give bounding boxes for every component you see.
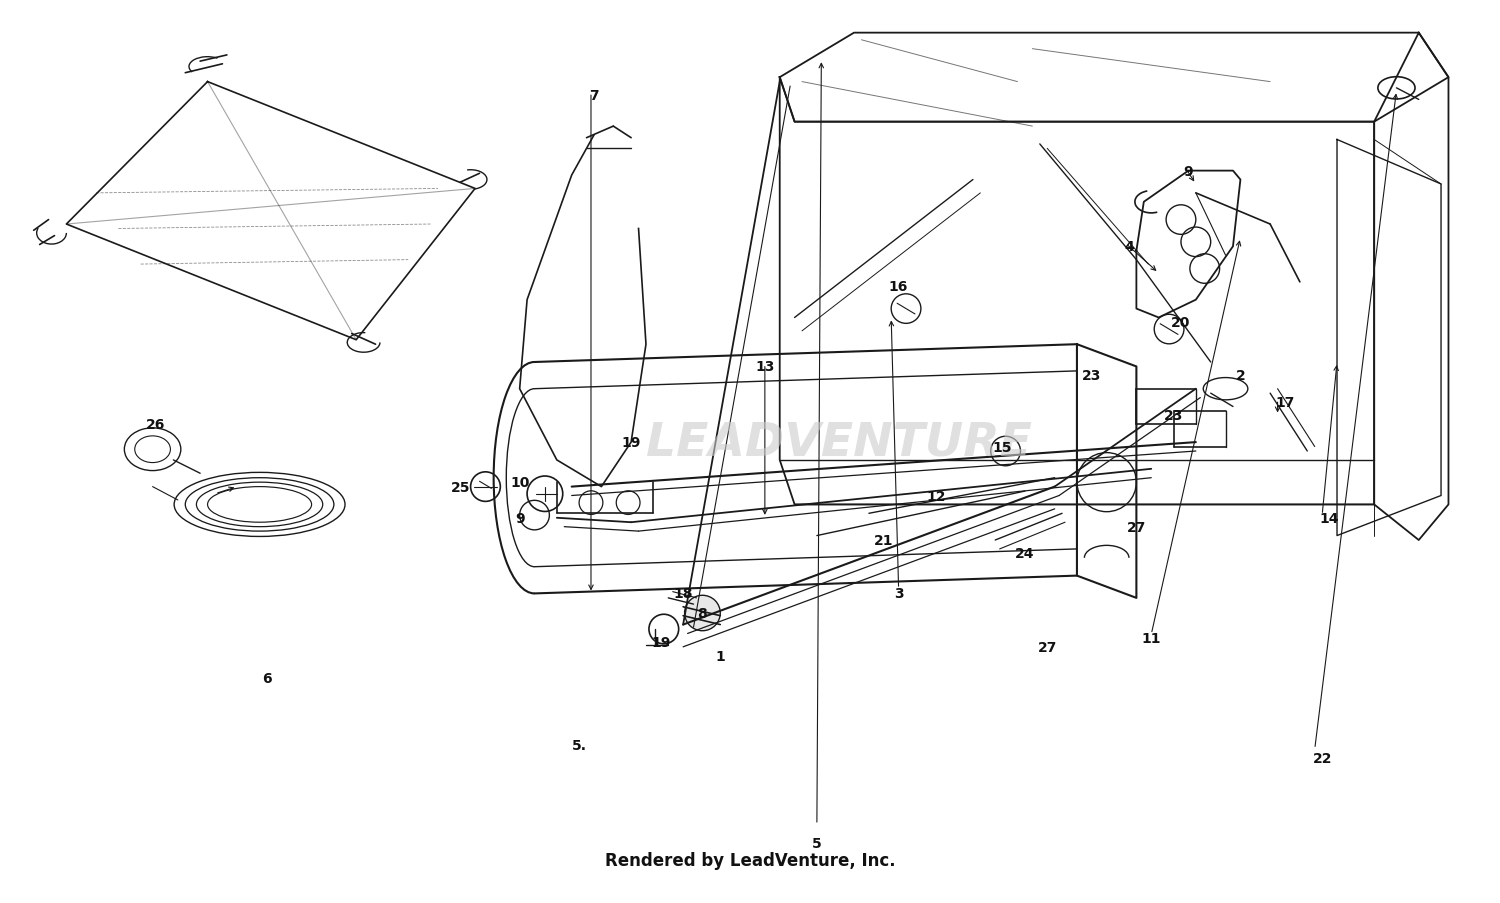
Text: 24: 24 xyxy=(1016,546,1035,561)
Text: 5: 5 xyxy=(812,835,822,850)
Text: 27: 27 xyxy=(1126,520,1146,534)
Text: 19: 19 xyxy=(651,636,670,649)
Text: 26: 26 xyxy=(146,418,165,432)
Text: 12: 12 xyxy=(926,489,945,503)
Text: 18: 18 xyxy=(674,587,693,600)
Text: 4: 4 xyxy=(1124,240,1134,254)
Text: 3: 3 xyxy=(894,587,903,600)
Text: 9: 9 xyxy=(1184,164,1192,179)
Text: 25: 25 xyxy=(450,480,470,494)
Text: 17: 17 xyxy=(1275,396,1294,410)
Text: 9: 9 xyxy=(514,511,525,526)
Text: Rendered by LeadVenture, Inc.: Rendered by LeadVenture, Inc. xyxy=(604,852,896,870)
Text: 23: 23 xyxy=(1082,369,1101,383)
Text: 20: 20 xyxy=(1172,315,1191,330)
Text: 21: 21 xyxy=(874,534,894,547)
Circle shape xyxy=(684,596,720,631)
Text: 23: 23 xyxy=(1164,409,1184,423)
Text: 5.: 5. xyxy=(572,738,586,752)
Text: 10: 10 xyxy=(510,476,530,489)
Text: 8: 8 xyxy=(698,606,708,620)
Text: 11: 11 xyxy=(1142,631,1161,646)
Text: 14: 14 xyxy=(1320,511,1340,526)
Text: 2: 2 xyxy=(1236,369,1245,383)
Text: 27: 27 xyxy=(1038,640,1058,654)
Text: 22: 22 xyxy=(1312,751,1332,765)
Text: LEADVENTURE: LEADVENTURE xyxy=(646,420,1032,465)
Text: 16: 16 xyxy=(890,280,909,294)
Text: 7: 7 xyxy=(590,88,598,103)
Text: 6: 6 xyxy=(262,671,272,685)
Text: 19: 19 xyxy=(621,435,640,450)
Text: 13: 13 xyxy=(754,360,774,374)
Text: 1: 1 xyxy=(716,649,724,663)
Text: 15: 15 xyxy=(993,440,1012,454)
